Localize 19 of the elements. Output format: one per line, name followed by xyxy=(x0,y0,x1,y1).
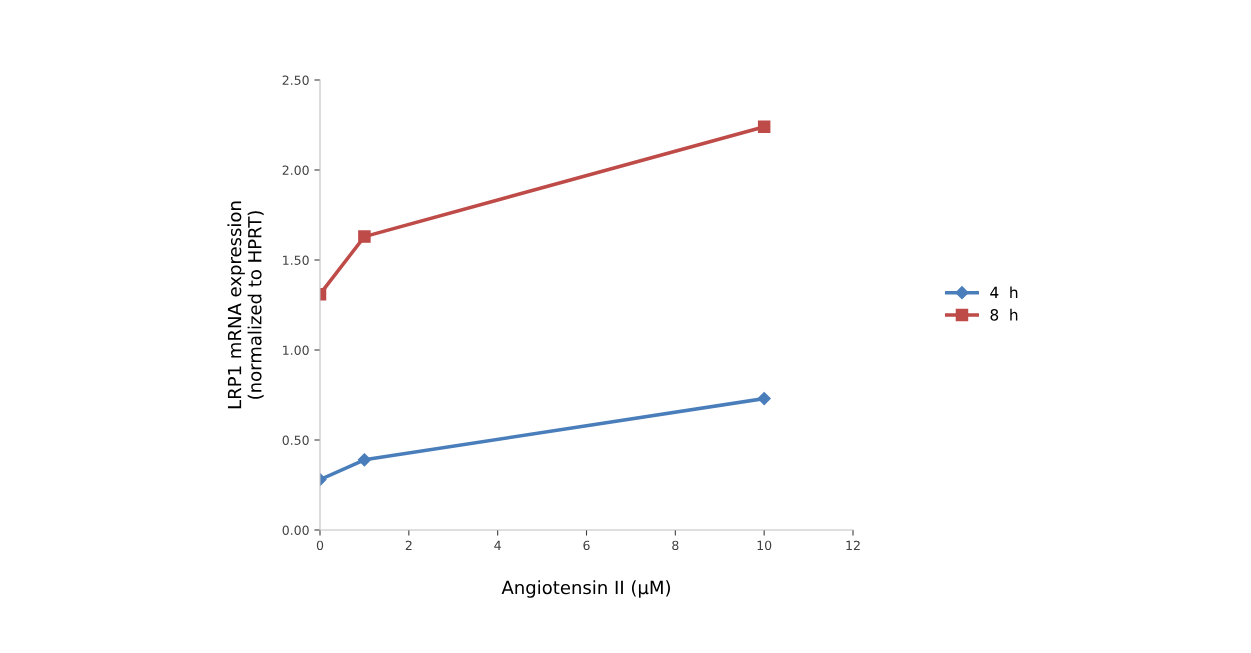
y-tick-label: 1.50 xyxy=(283,255,309,265)
y-tick-label: 1.00 xyxy=(283,345,309,355)
y-tick-label: 2.50 xyxy=(282,75,309,85)
y-tick-label: 0.00 xyxy=(282,525,309,535)
y-tick-label: 0.50 xyxy=(282,435,309,445)
x-tick-label: 8 xyxy=(672,540,679,551)
y-axis-title: LRP1 mRNA expression (normalized to HPRT) xyxy=(227,201,264,409)
legend-label: 4 h xyxy=(990,286,1018,298)
point xyxy=(757,120,771,134)
point xyxy=(757,392,771,406)
x-tick-label: 10 xyxy=(757,540,772,551)
x-axis-title: Angiotensin II (µM) xyxy=(501,580,670,598)
x-tick-label: 4 xyxy=(494,540,501,550)
x-tick-label: 2 xyxy=(405,540,412,550)
legend-label: 8 h xyxy=(990,308,1018,321)
x-tick-label: 0 xyxy=(316,540,324,551)
x-tick-label: 12 xyxy=(846,540,860,550)
x-tick-label: 6 xyxy=(583,540,590,551)
y-tick-label: 2.00 xyxy=(282,165,309,175)
